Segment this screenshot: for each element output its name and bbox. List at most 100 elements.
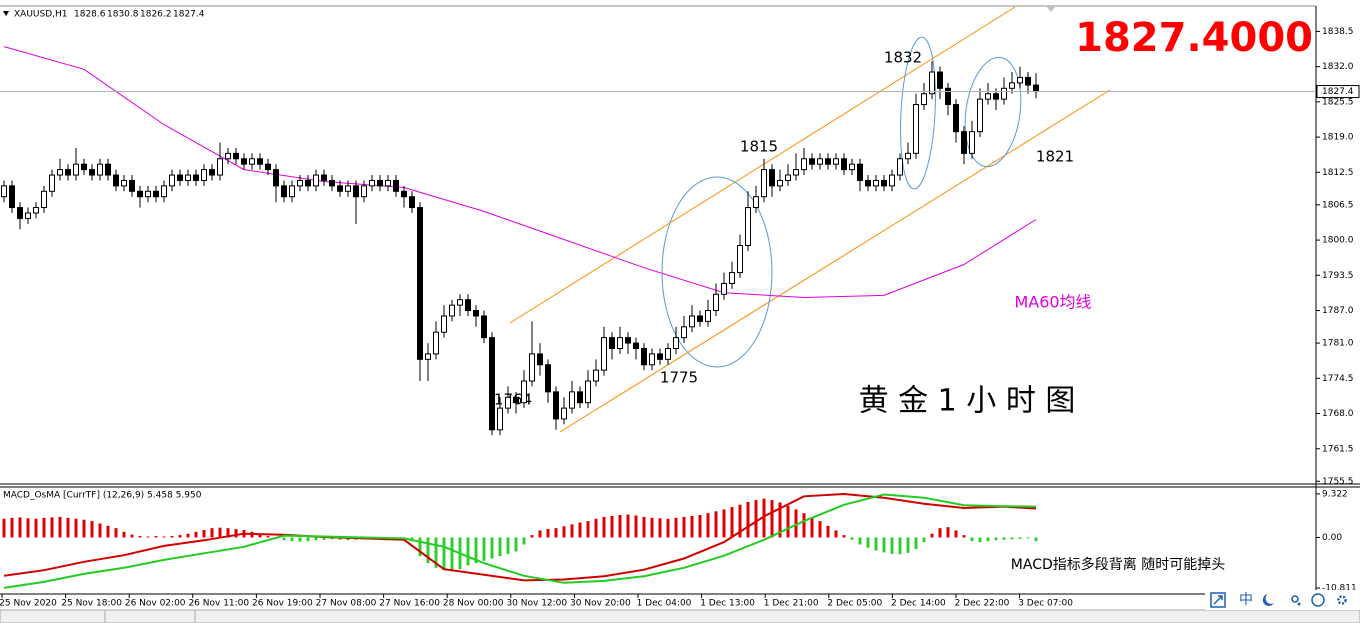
- candle-body: [897, 158, 903, 176]
- histogram-bar: [802, 513, 806, 538]
- candle-body: [33, 207, 39, 214]
- candle-body: [1017, 76, 1023, 84]
- shift-marker: [1046, 6, 1056, 12]
- histogram-bar: [306, 537, 310, 542]
- histogram-bar: [466, 537, 470, 566]
- candle-body: [817, 158, 823, 165]
- histogram-bar: [66, 517, 70, 538]
- histogram-bar: [810, 517, 814, 538]
- candle-body: [841, 158, 847, 171]
- histogram-bar: [946, 527, 950, 538]
- macd-note: MACD指标多段背离 随时可能掉头: [1011, 556, 1225, 573]
- histogram-bar: [818, 521, 822, 538]
- histogram-bar: [1026, 537, 1030, 539]
- candle-body: [401, 190, 407, 198]
- histogram-bar: [1010, 537, 1014, 540]
- symbol-icon: [3, 11, 9, 16]
- x-tick-label: 25 Nov 18:00: [61, 599, 122, 609]
- candle-body: [793, 169, 799, 176]
- histogram-bar: [890, 537, 894, 554]
- candle-body: [393, 179, 399, 192]
- candle-body: [881, 179, 887, 187]
- histogram-bar: [106, 525, 110, 538]
- histogram-bar: [450, 537, 454, 572]
- x-tick-label: 2 Dec 22:00: [955, 599, 1010, 609]
- histogram-bar: [514, 537, 518, 552]
- symbol-label: XAUUSD,H1: [14, 10, 68, 20]
- candle-body: [1001, 87, 1007, 100]
- histogram-bar: [434, 537, 438, 568]
- histogram-bar: [2, 518, 6, 538]
- x-tick-label: 1 Dec 21:00: [764, 599, 819, 609]
- candle-body: [9, 185, 15, 209]
- histogram-bar: [554, 528, 558, 538]
- histogram-bar: [762, 498, 766, 538]
- candle-body: [673, 337, 679, 349]
- candle-body: [17, 207, 23, 219]
- histogram-bar: [298, 537, 302, 542]
- candle-body: [641, 347, 647, 366]
- candle-body: [185, 174, 191, 181]
- histogram-bar: [210, 528, 214, 538]
- candle-body: [273, 169, 279, 187]
- macd-title: MACD_OsMA [CurrTF] (12,26,9) 5.458 5.950: [3, 491, 202, 501]
- candle-body: [417, 207, 423, 360]
- histogram-bar: [914, 537, 918, 550]
- histogram-bar: [234, 529, 238, 538]
- histogram-bar: [18, 517, 22, 538]
- histogram-bar: [682, 516, 686, 538]
- histogram-bar: [498, 537, 502, 557]
- histogram-bar: [58, 516, 62, 538]
- candle-body: [249, 158, 255, 165]
- candle-body: [121, 179, 127, 187]
- candle-body: [745, 207, 751, 247]
- candle-body: [313, 174, 319, 187]
- x-tick-label: 2 Dec 14:00: [891, 599, 946, 609]
- candle-body: [345, 185, 351, 192]
- x-tick-label: 26 Nov 11:00: [188, 599, 249, 609]
- histogram-bar: [730, 507, 734, 538]
- chart-title: 黄 金 1 小 时 图: [859, 384, 1076, 419]
- candle-body: [521, 380, 527, 404]
- candle-body: [921, 93, 927, 106]
- histogram-bar: [50, 517, 54, 538]
- candle-body: [809, 158, 815, 165]
- candle-body: [81, 163, 87, 171]
- histogram-bar: [778, 502, 782, 538]
- candle-body: [257, 158, 263, 165]
- candle-body: [153, 190, 159, 198]
- candle-body: [377, 179, 383, 187]
- histogram-bar: [322, 537, 326, 540]
- candle-body: [129, 179, 135, 192]
- annotation: 1821: [1036, 148, 1074, 166]
- y-tick-label: 1761.5: [1322, 444, 1354, 454]
- histogram-bar: [930, 533, 934, 538]
- histogram-bar: [978, 537, 982, 543]
- candle-body: [489, 337, 495, 431]
- candle-body: [985, 93, 991, 100]
- candle-body: [969, 131, 975, 154]
- histogram-bar: [650, 517, 654, 538]
- histogram-bar: [610, 515, 614, 538]
- candle-body: [329, 179, 335, 187]
- candle-body: [689, 315, 695, 328]
- histogram-bar: [202, 529, 206, 538]
- histogram-bar: [970, 537, 974, 542]
- candle-body: [105, 163, 111, 176]
- candle-body: [457, 299, 463, 306]
- histogram-bar: [842, 535, 846, 538]
- histogram-bar: [26, 518, 30, 538]
- macd-line: [3, 492, 1037, 582]
- histogram-bar: [570, 524, 574, 538]
- annotation: 1832: [884, 49, 922, 67]
- x-tick-label: 27 Nov 08:00: [316, 599, 377, 609]
- highlight-ellipses: [661, 36, 1022, 368]
- x-tick-label: 1 Dec 13:00: [700, 599, 755, 609]
- histogram-bar: [346, 537, 350, 541]
- histogram-bar: [922, 537, 926, 543]
- histogram-bar: [82, 519, 86, 538]
- candle-body: [25, 212, 31, 219]
- candle-body: [409, 196, 415, 209]
- header-ohlc: 1826.2: [140, 10, 172, 20]
